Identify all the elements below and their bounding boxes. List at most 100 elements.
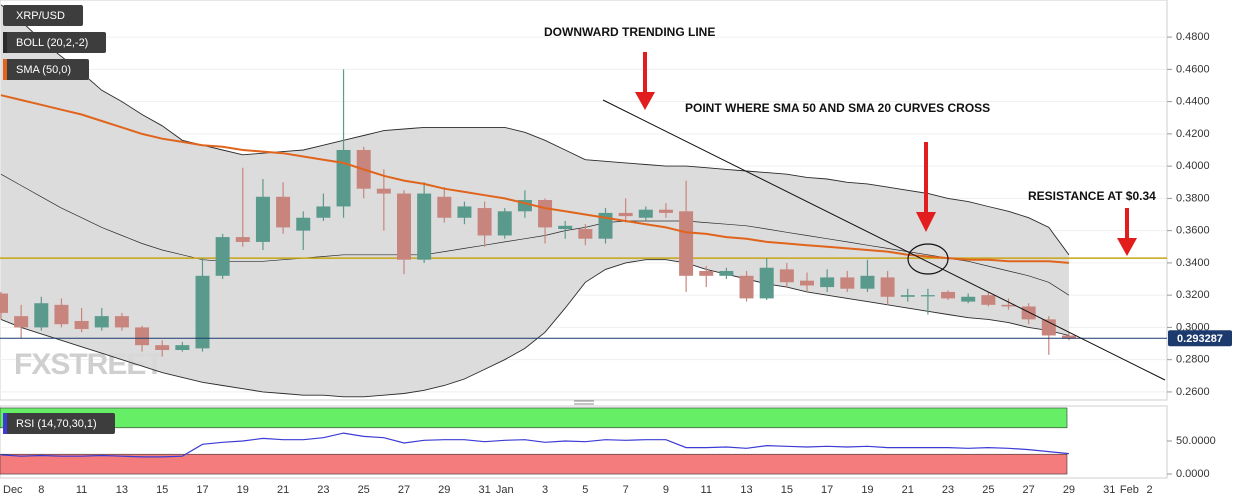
- candle-body: [860, 275, 875, 289]
- x-tick-label: 23: [942, 484, 954, 496]
- candle-body: [316, 206, 331, 218]
- x-tick-label: 19: [237, 484, 249, 496]
- y-tick-label: 0.4400: [1176, 96, 1210, 108]
- candle-body: [880, 277, 895, 297]
- x-tick-label: 8: [38, 484, 44, 496]
- candle-body: [941, 291, 956, 299]
- band-middle: [0, 173, 1070, 296]
- x-tick-label: 27: [398, 484, 410, 496]
- candle-body: [779, 269, 794, 283]
- annotation: POINT WHERE SMA 50 AND SMA 20 CURVES CRO…: [685, 101, 990, 115]
- candle-body: [1001, 304, 1016, 307]
- rsi-line: [0, 432, 1069, 458]
- candle-body: [558, 225, 573, 230]
- legend-label: RSI (14,70,30,1): [16, 418, 97, 430]
- rsi-plot: [0, 407, 1069, 475]
- candle-body: [54, 304, 69, 325]
- y-tick-label: 0.3400: [1176, 257, 1210, 269]
- candle-body: [276, 196, 291, 228]
- candle-body: [195, 275, 210, 349]
- candle-body: [235, 237, 250, 242]
- x-tick-label: 29: [438, 484, 450, 496]
- candle-body: [0, 293, 8, 313]
- candle-body: [739, 275, 754, 299]
- candle-body: [336, 150, 351, 207]
- candle-body: [296, 217, 311, 231]
- candle-body: [477, 208, 492, 236]
- legend-swatch: [3, 59, 7, 80]
- x-tick-label: Jan: [496, 484, 514, 496]
- candle-body: [961, 296, 976, 302]
- x-tick-label: 17: [821, 484, 833, 496]
- x-tick-label: 2: [1146, 484, 1152, 496]
- x-tick-label: 25: [982, 484, 994, 496]
- y-tick-label: 0.3200: [1176, 289, 1210, 301]
- y-tick-label: 0.4200: [1176, 128, 1210, 140]
- y-tick-label: 0.2800: [1176, 354, 1210, 366]
- annotation: RESISTANCE AT $0.34: [1028, 189, 1156, 203]
- legend-box: [3, 32, 106, 53]
- candle-body: [517, 200, 532, 212]
- x-tick-label: 19: [861, 484, 873, 496]
- x-tick-label: 25: [358, 484, 370, 496]
- candle-body: [759, 267, 774, 299]
- x-tick-label: 31: [1103, 484, 1115, 496]
- x-tick-label: 21: [902, 484, 914, 496]
- candle-body: [155, 345, 170, 350]
- x-tick-label: 17: [196, 484, 208, 496]
- legend-swatch: [3, 32, 7, 53]
- annotation: DOWNWARD TRENDING LINE: [544, 25, 715, 39]
- candle-body: [497, 211, 512, 236]
- y-tick-label: 0.3800: [1176, 192, 1210, 204]
- x-tick-label: 13: [116, 484, 128, 496]
- legend: XRP/USD BOLL (20,2,-2) SMA (50,0) RSI (1…: [3, 5, 115, 434]
- candle-body: [255, 196, 270, 242]
- panel-handle[interactable]: [574, 400, 594, 405]
- arrow-head: [916, 212, 936, 232]
- candle-body: [900, 295, 915, 297]
- candle-body: [679, 211, 694, 276]
- x-tick-label: 11: [76, 484, 87, 496]
- x-tick-label: 5: [582, 484, 588, 496]
- candle-body: [1021, 306, 1036, 320]
- arrow-head: [1117, 238, 1137, 256]
- candle-body: [618, 212, 633, 217]
- x-tick-label: 21: [277, 484, 289, 496]
- y-tick-label: 50.0000: [1176, 435, 1216, 447]
- legend-label: XRP/USD: [16, 10, 65, 22]
- trend-line: [602, 99, 1166, 381]
- arrows: [635, 52, 1137, 256]
- candle-body: [397, 193, 411, 260]
- x-tick-label: 9: [663, 484, 669, 496]
- sma-line: [0, 94, 1069, 264]
- candle-body: [215, 237, 230, 276]
- candle-body: [34, 303, 49, 328]
- candle-body: [578, 229, 593, 239]
- x-tick-label: 3: [542, 484, 548, 496]
- candle-body: [417, 193, 432, 260]
- candle-body: [74, 320, 89, 330]
- x-tick-label: 7: [623, 484, 629, 496]
- candle-body: [114, 316, 129, 328]
- last-price-box: [1168, 330, 1232, 347]
- candle-body: [800, 280, 814, 286]
- candle-body: [658, 209, 673, 213]
- x-tick-label: 23: [317, 484, 329, 496]
- candle-body: [135, 327, 150, 346]
- candle-body: [376, 188, 391, 194]
- rsi-zone: [0, 407, 1068, 429]
- candle-body: [840, 277, 855, 289]
- y-tick-label: 0.4800: [1176, 31, 1210, 43]
- legend-swatch: [3, 413, 7, 434]
- x-tick-label: 13: [740, 484, 752, 496]
- price-plot: [0, 4, 1167, 398]
- candle-body: [638, 209, 653, 218]
- x-tick-label: 11: [701, 484, 712, 496]
- candle-body: [14, 316, 29, 328]
- y-tick-label: 0.4000: [1176, 160, 1210, 172]
- y-tick-label: 0.0000: [1176, 468, 1210, 480]
- candle-body: [719, 270, 734, 276]
- band-upper: [0, 4, 1070, 256]
- legend-label: BOLL (20,2,-2): [16, 37, 88, 49]
